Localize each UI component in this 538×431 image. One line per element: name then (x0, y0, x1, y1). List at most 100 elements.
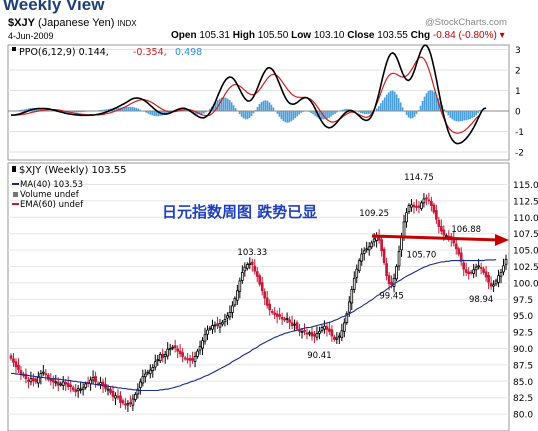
price-candle (330, 329, 334, 337)
ppo-tick-label: -2 (515, 149, 524, 159)
price-data-label: 98.94 (469, 295, 493, 305)
price-candle (216, 323, 219, 326)
price-candle (166, 348, 170, 357)
price-candle (437, 219, 441, 227)
price-candle (37, 376, 40, 384)
ppo-histogram-bar (318, 111, 320, 119)
price-candle (415, 205, 418, 208)
ppo-histogram-bar (360, 111, 362, 114)
ppo-histogram-bar (24, 109, 26, 111)
price-candle (360, 253, 364, 262)
price-candle (238, 280, 242, 292)
price-candle (372, 238, 376, 243)
price-candle (178, 350, 182, 355)
price-candle (410, 204, 413, 208)
ppo-histogram-bar (266, 100, 269, 111)
price-candle (484, 271, 488, 278)
ppo-histogram-bar (270, 104, 273, 111)
ppo-histogram-bar (254, 109, 257, 111)
ppo-histogram-bar (385, 94, 388, 111)
ppo-histogram-bar (278, 111, 281, 117)
ppo-histogram-bar (232, 105, 235, 111)
price-candle (208, 327, 212, 330)
price-legend-swatch (12, 166, 16, 172)
ppo-histogram-bar (79, 111, 82, 113)
price-legend-ema: EMA(60) undef (20, 200, 84, 210)
price-candle (390, 282, 393, 286)
ppo-histogram-bar (28, 108, 30, 111)
volume-legend-swatch (13, 192, 18, 197)
price-candle (355, 268, 359, 278)
ppo-histogram-bar (165, 111, 167, 115)
ppo-histogram-bar (129, 106, 132, 111)
price-candle (335, 337, 339, 340)
low-label: Low (291, 30, 312, 41)
ppo-histogram-bar (282, 111, 285, 122)
symbol-type: INDX (117, 19, 137, 28)
price-candle (59, 383, 63, 386)
ppo-histogram-bar (36, 108, 38, 111)
page-title: Weekly View (3, 0, 105, 14)
ppo-histogram-bar (455, 111, 458, 122)
ppo-histogram-bar (234, 108, 237, 111)
ppo-legend-ppo: PPO(6,12,9) 0.144, (19, 47, 109, 58)
price-candle (487, 275, 490, 283)
price-candle (323, 325, 326, 330)
ppo-histogram-bar (389, 90, 392, 111)
price-candle (81, 387, 85, 391)
ppo-histogram-bar (37, 108, 40, 111)
ppo-histogram-bar (135, 107, 138, 111)
price-candle (435, 210, 438, 220)
price-candle (265, 297, 269, 306)
price-candle (19, 370, 23, 375)
ppo-histogram-bar (405, 111, 408, 116)
price-candle (51, 378, 55, 383)
price-candle (457, 248, 461, 255)
price-candle (158, 354, 162, 362)
ppo-histogram-bar (137, 108, 140, 111)
ppo-histogram-bar (413, 111, 416, 117)
price-candle (119, 395, 122, 403)
ppo-histogram-bar (276, 111, 279, 114)
price-candle (146, 371, 150, 374)
ppo-histogram-bar (383, 97, 386, 111)
price-candle (124, 403, 127, 406)
price-candle (285, 317, 289, 320)
ppo-histogram-bar (75, 111, 78, 113)
chg-down-icon: ▾ (496, 30, 505, 41)
price-tick-label: 95.0 (513, 312, 533, 322)
ppo-histogram-bar (298, 111, 301, 115)
price-candle (9, 355, 13, 359)
chart-date: 4-Jun-2009 (8, 31, 54, 41)
price-candle (255, 271, 259, 277)
ppo-histogram-bar (199, 111, 201, 115)
ppo-histogram-bar (399, 102, 402, 111)
ppo-histogram-bar (115, 107, 118, 111)
ppo-histogram-bar (127, 106, 130, 111)
price-candle (293, 323, 296, 326)
price-data-label: 109.25 (359, 209, 389, 219)
ppo-histogram-bar (155, 111, 157, 117)
price-candle (380, 239, 383, 252)
price-candle (250, 261, 254, 265)
ppo-histogram-bar (449, 111, 452, 118)
ppo-histogram-bar (224, 97, 227, 111)
price-candle (171, 346, 175, 349)
trend-arrow-line (371, 234, 500, 242)
ppo-histogram-bar (358, 111, 360, 113)
ppo-histogram-bar (280, 111, 283, 120)
price-candle (176, 348, 180, 352)
ppo-histogram-bar (242, 111, 245, 119)
ppo-legend-signal: -0.354, (133, 47, 167, 58)
ppo-histogram-bar (272, 107, 275, 111)
ma40-line (11, 259, 497, 392)
ppo-histogram-bar (419, 105, 422, 111)
price-candle (497, 275, 500, 283)
price-candle (29, 378, 33, 383)
close-value: 103.55 (377, 30, 408, 41)
ppo-histogram-bar (131, 106, 134, 111)
ppo-histogram-bar (310, 111, 313, 114)
price-candle (66, 382, 70, 387)
price-candle (370, 242, 374, 248)
price-candle (64, 382, 68, 385)
